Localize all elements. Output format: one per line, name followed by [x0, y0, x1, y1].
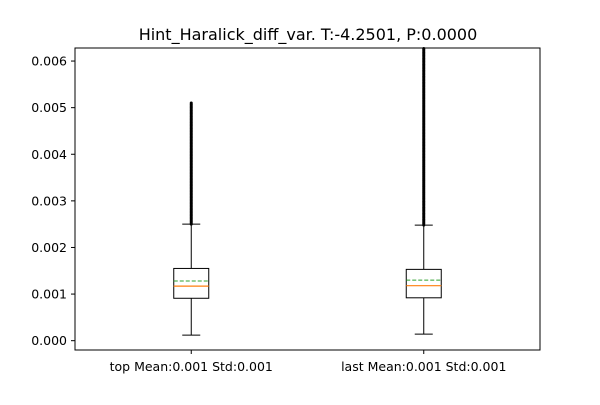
y-axis: 0.000 0.001 0.002 0.003 0.004 0.005 0.006 — [31, 54, 75, 348]
iqr-box — [405, 268, 442, 299]
chart-title: Hint_Haralick_diff_var. T:-4.2501, P:0.0… — [139, 25, 478, 45]
x-axis: top Mean:0.001 Std:0.001 last Mean:0.001 … — [110, 350, 506, 374]
y-tick-label: 0.006 — [31, 54, 67, 69]
y-tick-label: 0.000 — [31, 333, 67, 348]
x-category-label: top Mean:0.001 Std:0.001 — [110, 359, 273, 374]
x-category-label: last Mean:0.001 Std:0.001 — [341, 359, 506, 374]
y-tick-label: 0.001 — [31, 287, 67, 302]
outlier-point — [189, 101, 193, 105]
y-tick-label: 0.004 — [31, 147, 67, 162]
iqr-box — [173, 267, 210, 299]
plot-area — [173, 46, 442, 336]
box-group — [405, 46, 442, 335]
y-tick-label: 0.002 — [31, 240, 67, 255]
y-tick-label: 0.005 — [31, 100, 67, 115]
box-group — [173, 101, 210, 336]
y-tick-label: 0.003 — [31, 193, 67, 208]
axes-frame — [74, 47, 541, 351]
